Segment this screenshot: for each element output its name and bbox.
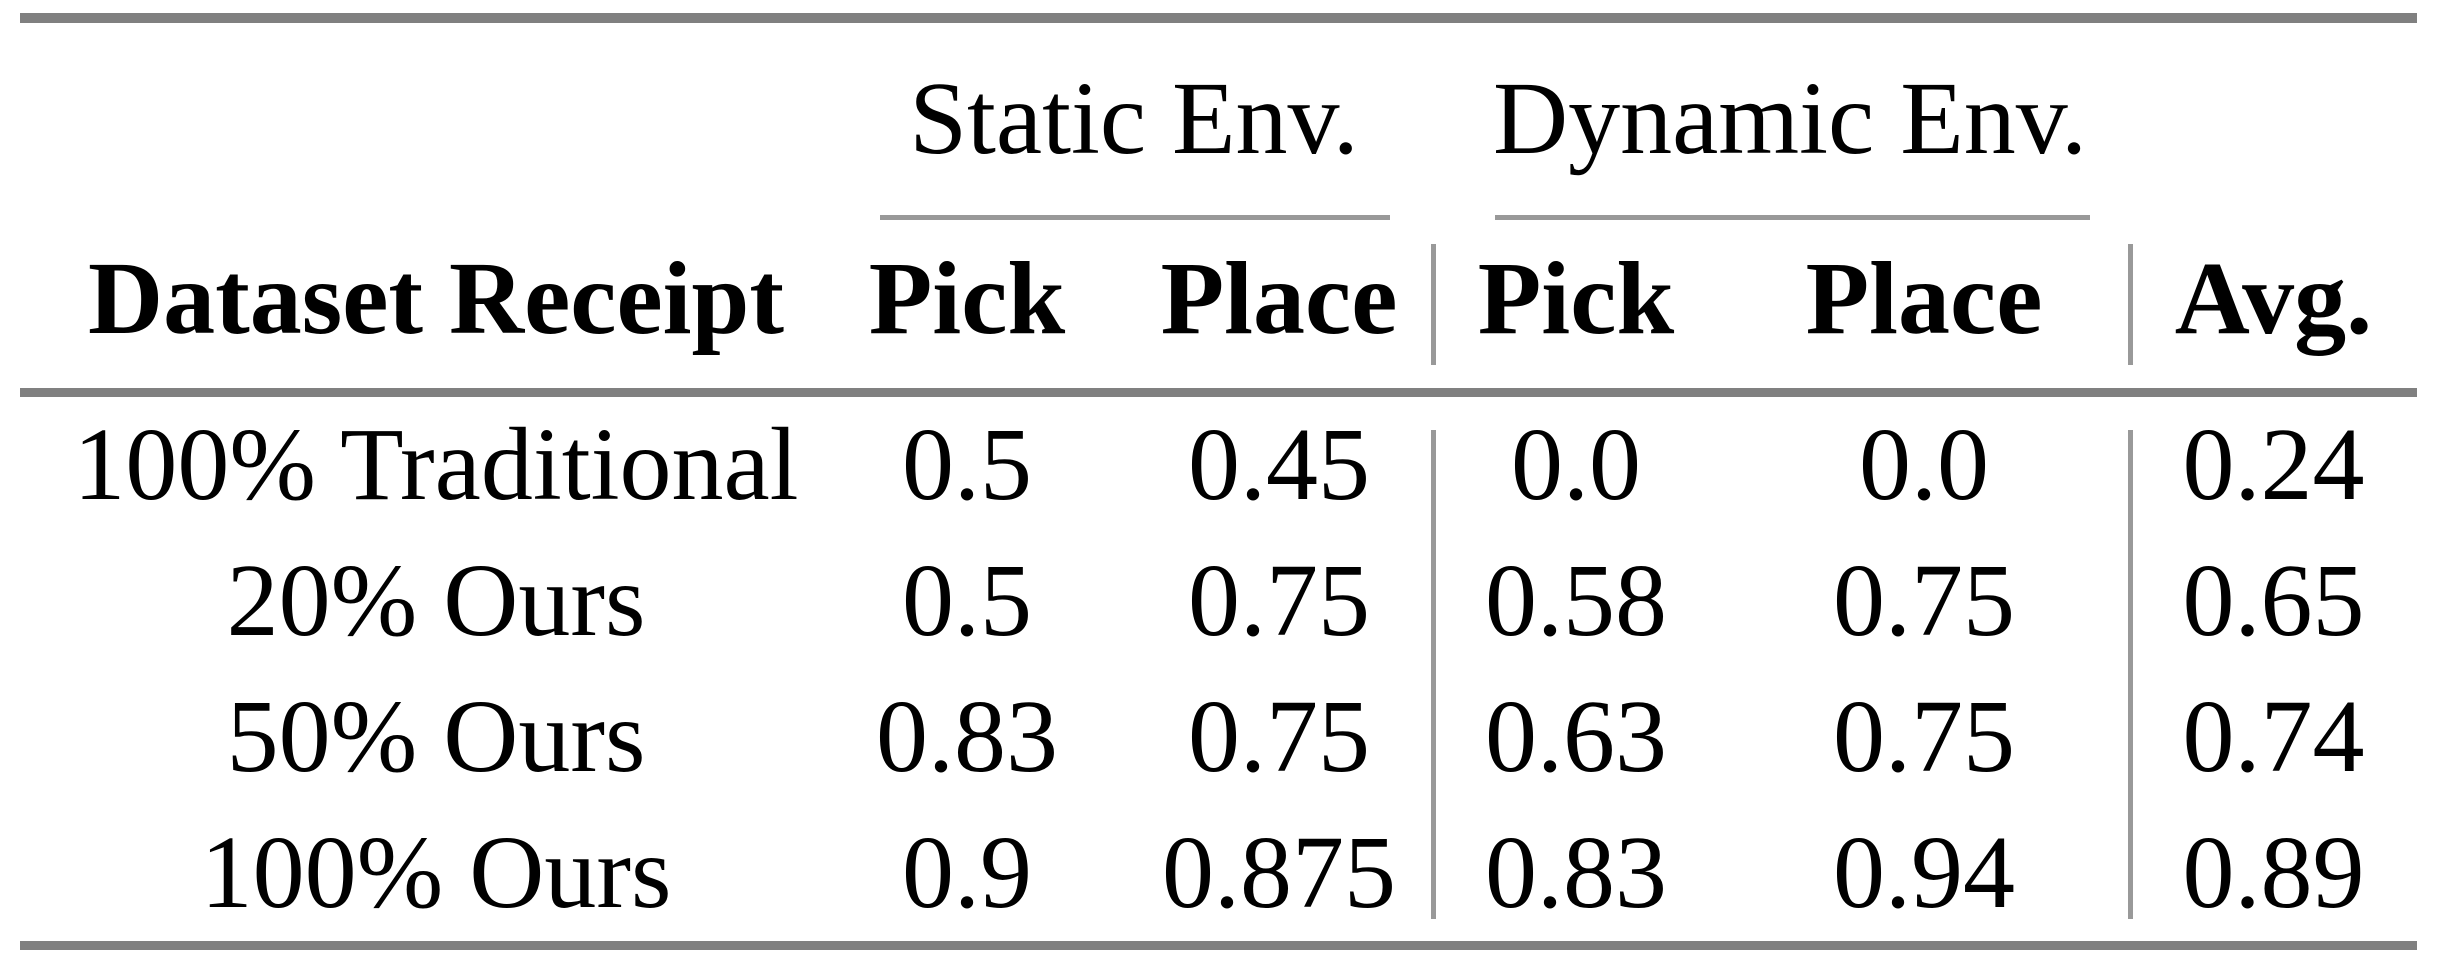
value-cell: 0.0: [1511, 407, 1641, 523]
value-cell: 0.89: [2130, 805, 2417, 950]
value-cell: 0.74: [2182, 679, 2365, 795]
row-label-cell: 100% Traditional: [73, 407, 799, 523]
results-table: Static Env. Dynamic Env. Dataset Receipt…: [20, 23, 2417, 950]
table-row: 100% Traditional 0.5 0.45 0.0 0.0 0.24: [20, 397, 2417, 533]
value-cell: 0.58: [1485, 543, 1667, 659]
table-row: 100% Ours 0.9 0.875 0.83 0.94 0.89: [20, 805, 2417, 950]
value-cell: 0.0: [1859, 407, 1989, 523]
avg-header-spacer: [2130, 23, 2417, 220]
column-header-dataset-receipt: Dataset Receipt: [20, 220, 810, 397]
vertical-rule-static-dynamic-upper: [1431, 244, 1436, 365]
corner-cell: [20, 23, 810, 220]
value-cell: 0.9: [810, 805, 1124, 950]
group-label-dynamic: Dynamic Env.: [1493, 61, 2087, 177]
top-rule: [20, 13, 2417, 23]
value-cell: 0.45: [1188, 407, 1370, 523]
table-row: 20% Ours 0.5 0.75 0.58 0.75 0.65: [20, 533, 2417, 669]
row-label-cell: 50% Ours: [226, 679, 646, 795]
column-header-static-place: Place: [1124, 220, 1434, 397]
vertical-rule-dynamic-avg-upper: [2128, 244, 2133, 365]
table-row: 50% Ours 0.83 0.75 0.63 0.75 0.74: [20, 669, 2417, 805]
value-cell: 0.83: [1434, 805, 1718, 950]
column-header-dynamic-pick: Pick: [1434, 220, 1718, 397]
value-cell: 0.75: [1833, 543, 2015, 659]
row-label-cell: 20% Ours: [226, 543, 646, 659]
group-label-static: Static Env.: [909, 61, 1359, 177]
value-cell: 0.875: [1124, 805, 1434, 950]
value-cell: 0.75: [1188, 679, 1370, 795]
value-cell: 0.94: [1718, 805, 2130, 950]
value-cell: 0.63: [1485, 679, 1667, 795]
column-header-dynamic-place: Place: [1718, 220, 2130, 397]
value-cell: 0.83: [876, 679, 1058, 795]
value-cell: 0.5: [902, 543, 1032, 659]
vertical-rule-static-dynamic-lower: [1431, 430, 1436, 919]
value-cell: 0.65: [2182, 543, 2365, 659]
value-cell: 0.75: [1188, 543, 1370, 659]
dynamic-group-rule: [1495, 215, 2090, 220]
vertical-rule-dynamic-avg-lower: [2128, 430, 2133, 919]
row-label-cell: 100% Ours: [20, 805, 810, 950]
value-cell: 0.24: [2182, 407, 2365, 523]
group-header-row: Static Env. Dynamic Env.: [20, 23, 2417, 220]
value-cell: 0.5: [902, 407, 1032, 523]
column-header-static-pick: Pick: [810, 220, 1124, 397]
group-header-dynamic: Dynamic Env.: [1434, 23, 2130, 220]
column-header-avg: Avg.: [2130, 220, 2417, 397]
value-cell: 0.75: [1833, 679, 2015, 795]
column-header-row: Dataset Receipt Pick Place Pick Place Av…: [20, 220, 2417, 397]
group-header-static: Static Env.: [810, 23, 1434, 220]
static-group-rule: [880, 215, 1390, 220]
